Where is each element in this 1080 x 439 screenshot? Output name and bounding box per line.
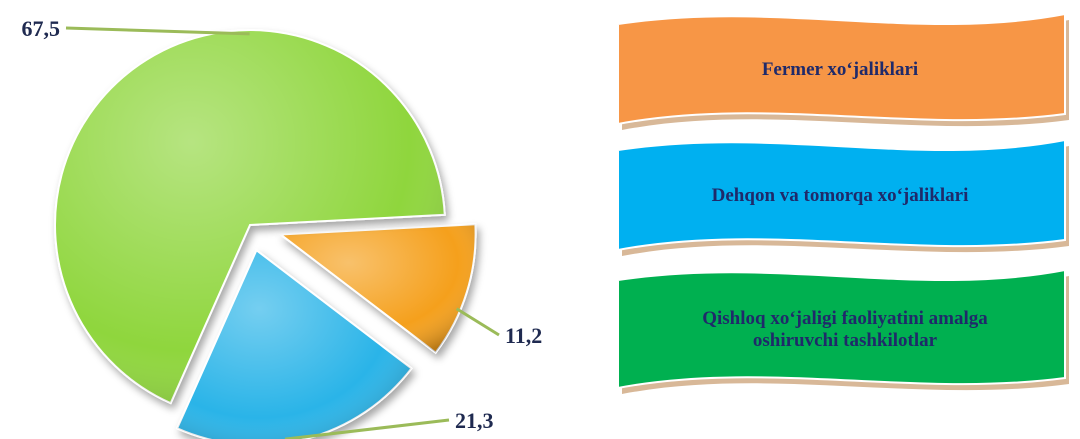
legend-label: Qishloq xo‘jaligi faoliyatini amalga osh… xyxy=(702,308,988,351)
data-label: 11,2 xyxy=(505,323,542,348)
leader-line xyxy=(65,26,250,36)
leader-line xyxy=(455,307,500,337)
leader-line xyxy=(284,418,450,439)
legend-label: Dehqon va tomorqa xo‘jaliklari xyxy=(711,185,969,206)
data-label: 21,3 xyxy=(455,408,494,433)
legend-banner xyxy=(617,138,1066,252)
slice-shine xyxy=(55,30,445,404)
slice-shine xyxy=(280,224,476,353)
slice-shine xyxy=(177,250,412,439)
legend-banner xyxy=(617,12,1066,126)
data-label: 67,5 xyxy=(22,16,61,41)
legend-banner xyxy=(617,268,1066,390)
legend-label: Fermer xo‘jaliklari xyxy=(761,59,919,80)
